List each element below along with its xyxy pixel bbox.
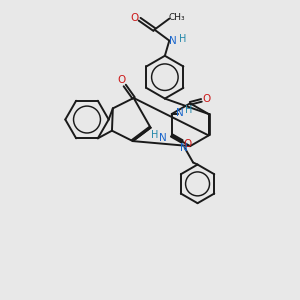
- Text: H: H: [151, 130, 159, 140]
- Text: H: H: [185, 106, 193, 116]
- Text: N: N: [159, 133, 167, 143]
- Text: H: H: [179, 34, 186, 44]
- Text: N: N: [176, 108, 184, 118]
- Text: N: N: [180, 142, 188, 153]
- Text: O: O: [202, 94, 211, 104]
- Text: CH₃: CH₃: [168, 13, 185, 22]
- Text: N: N: [169, 36, 177, 46]
- Text: O: O: [130, 13, 138, 23]
- Text: O: O: [117, 75, 125, 85]
- Text: O: O: [183, 140, 191, 149]
